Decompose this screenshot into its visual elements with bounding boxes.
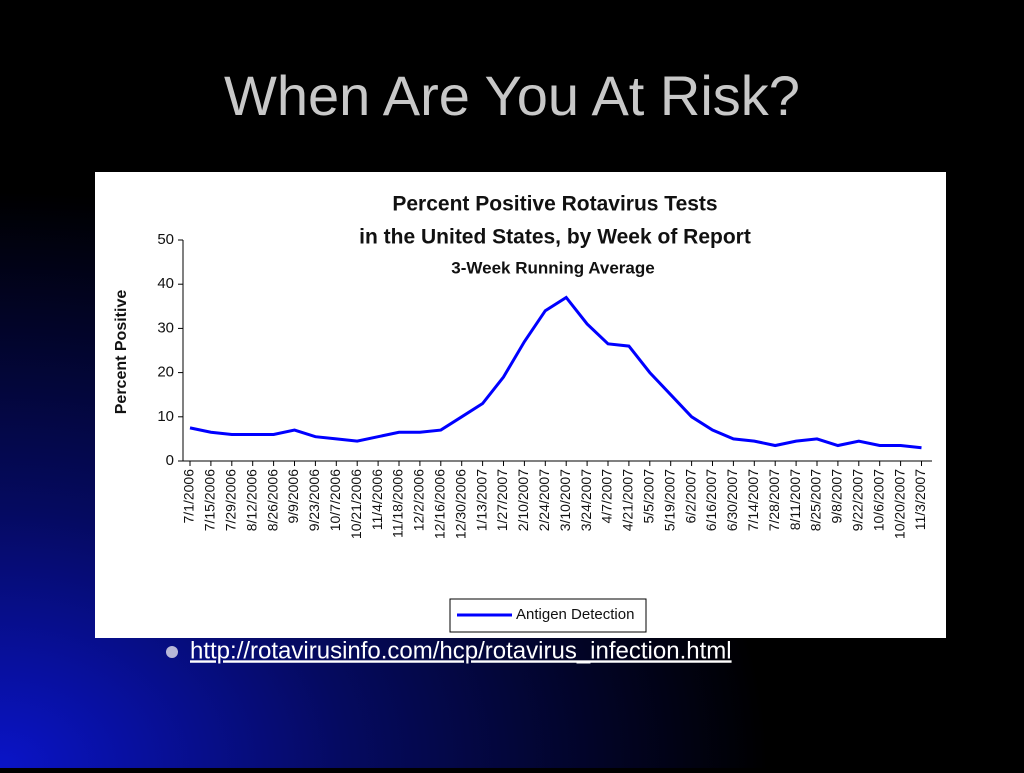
x-tick-label: 6/30/2007 — [724, 469, 740, 531]
x-tick-label: 8/12/2006 — [243, 469, 259, 531]
x-tick-label: 3/24/2007 — [578, 469, 594, 531]
y-tick-label: 10 — [157, 408, 174, 425]
x-tick-label: 9/9/2006 — [285, 469, 301, 524]
x-tick-label: 10/7/2006 — [327, 469, 343, 531]
x-tick-label: 12/30/2006 — [452, 469, 468, 539]
x-tick-label: 8/26/2006 — [264, 469, 280, 531]
x-tick-label: 6/16/2007 — [703, 469, 719, 531]
x-tick-label: 9/8/2007 — [829, 469, 845, 524]
x-tick-label: 2/24/2007 — [536, 469, 552, 531]
x-tick-label: 9/22/2007 — [850, 469, 866, 531]
y-axis-label: Percent Positive — [113, 290, 130, 415]
bullet — [166, 646, 178, 658]
x-tick-label: 11/18/2006 — [390, 469, 406, 538]
x-tick-label: 8/11/2007 — [787, 469, 803, 530]
x-tick-label: 5/19/2007 — [661, 469, 677, 531]
x-tick-label: 5/5/2007 — [641, 469, 657, 524]
x-tick-label: 1/13/2007 — [473, 469, 489, 531]
x-tick-label: 4/21/2007 — [620, 469, 636, 531]
x-tick-label: 8/25/2007 — [808, 469, 824, 531]
link[interactable]: http://rotavirusinfo.com/hcp/rotavirus_i… — [190, 637, 732, 664]
legend-label: Antigen Detection — [516, 606, 634, 623]
x-tick-label: 7/1/2006 — [181, 469, 197, 524]
y-tick-label: 0 — [166, 452, 174, 469]
data-line — [189, 295, 922, 450]
chart-note: 3-Week Running Average — [451, 258, 654, 277]
y-tick-label: 50 — [157, 231, 174, 248]
slide-title: When Are You At Risk? — [224, 64, 800, 127]
x-tick-label: 7/29/2006 — [223, 469, 239, 531]
x-tick-label: 9/23/2006 — [306, 469, 322, 531]
chart-frame — [95, 172, 946, 638]
x-tick-label: 10/6/2007 — [870, 469, 886, 531]
y-tick-label: 30 — [157, 319, 174, 336]
x-tick-label: 7/15/2006 — [202, 469, 218, 531]
x-tick-label: 4/7/2007 — [599, 469, 615, 524]
chart-title: Percent Positive Rotavirus Tests — [392, 193, 717, 216]
x-tick-label: 1/27/2007 — [494, 469, 510, 531]
x-tick-label: 12/2/2006 — [411, 469, 427, 531]
x-tick-label: 11/4/2006 — [369, 469, 385, 530]
y-tick-label: 20 — [157, 364, 174, 381]
x-tick-label: 3/10/2007 — [557, 469, 573, 531]
x-tick-label: 10/21/2006 — [348, 469, 364, 539]
x-tick-label: 11/3/2007 — [912, 469, 928, 530]
x-tick-label: 12/16/2006 — [432, 469, 448, 539]
x-tick-label: 2/10/2007 — [515, 469, 531, 531]
chart-subtitle: in the United States, by Week of Report — [359, 226, 751, 249]
x-tick-label: 6/2/2007 — [682, 469, 698, 524]
x-tick-label: 7/28/2007 — [766, 469, 782, 531]
y-tick-label: 40 — [157, 275, 174, 292]
x-tick-label: 7/14/2007 — [745, 469, 761, 531]
x-tick-label: 10/20/2007 — [891, 469, 907, 539]
